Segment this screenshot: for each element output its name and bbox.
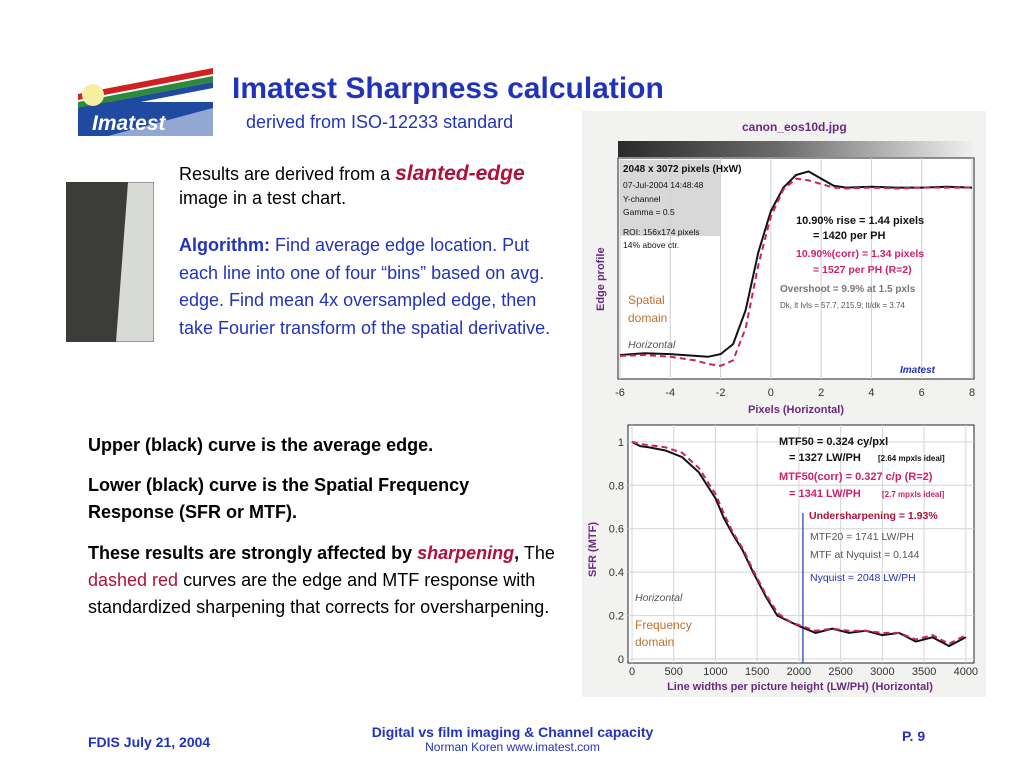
mtf-x-tick: 4000 <box>954 666 978 678</box>
mtf-y-tick: 0.2 <box>609 611 624 623</box>
domain-word: domain <box>628 311 667 325</box>
edge-xlabel: Pixels (Horizontal) <box>748 404 844 416</box>
mtf-x-tick: 3500 <box>912 666 936 678</box>
imatest-logo: Imatest <box>78 68 213 136</box>
mtf-y-tick: 1 <box>618 437 624 449</box>
footer-center: Digital vs film imaging & Channel capaci… <box>320 724 705 754</box>
slide-subtitle: derived from ISO-12233 standard <box>246 112 514 132</box>
mtf-xlabel: Line widths per picture height (LW/PH) (… <box>667 681 933 693</box>
spatial-word: Spatial <box>628 293 665 307</box>
mtf-x-tick: 0 <box>629 666 635 678</box>
intro-pre: Results are derived from a <box>179 164 396 184</box>
mtf-y-ticks: 0 0.2 0.4 0.6 0.8 1 <box>609 437 624 666</box>
gray-gradient-strip <box>618 141 974 157</box>
mtf-x-tick: 500 <box>665 666 683 678</box>
intro-post: image in a test chart. <box>179 188 347 208</box>
slide-title: Imatest Sharpness calculation <box>232 72 664 105</box>
mtf-plot-frame <box>627 424 975 664</box>
mtf-nyquist-text: MTF at Nyquist = 0.144 <box>810 549 920 561</box>
nyquist-text: Nyquist = 2048 LW/PH <box>810 572 916 584</box>
footer-author: Norman Koren www.imatest.com <box>425 740 600 754</box>
edge-x-tick: 8 <box>969 387 975 399</box>
edge-ylabel: Edge profile <box>595 247 607 311</box>
edge-x-tick: 2 <box>818 387 824 399</box>
undersharpening-text: Undersharpening = 1.93% <box>809 510 938 522</box>
rise-line1: 10.90% rise = 1.44 pixels <box>796 215 924 227</box>
slanted-edge-image <box>66 182 154 342</box>
para3-comma: , <box>514 543 520 563</box>
mtf-plot-grid <box>628 425 974 663</box>
paragraph-upper-curve: Upper (black) curve is the average edge. <box>88 435 434 455</box>
para3-rest: curves are the edge and MTF response wit… <box>88 570 550 617</box>
mtf-y-tick: 0.4 <box>609 567 624 579</box>
para3-dashed-red: dashed red <box>88 570 179 590</box>
edge-x-tick: 4 <box>868 387 874 399</box>
imatest-brand-label: Imatest <box>900 365 936 376</box>
rise-line2: = 1420 per PH <box>813 230 886 242</box>
mtf-curve-red-dashed <box>631 440 967 645</box>
levels-text: Dk, lt lvls = 57.7, 215.9; lt/dk = 3.74 <box>780 301 906 310</box>
info-position: 14% above ctr. <box>623 240 679 250</box>
edge-x-tick: 6 <box>919 387 925 399</box>
mtf-y-tick: 0.8 <box>609 480 624 492</box>
footer-date: FDIS July 21, 2004 <box>88 734 211 750</box>
top-horizontal-label: Horizontal <box>628 339 676 351</box>
paragraph-sharpening: These results are strongly affected by s… <box>88 540 558 621</box>
info-date: 07-Jul-2004 14:48:48 <box>623 180 704 190</box>
mtf50-line1: MTF50 = 0.324 cy/pxl <box>779 436 888 448</box>
edge-x-tick: -2 <box>716 387 726 399</box>
chart-file-title: canon_eos10d.jpg <box>742 120 847 134</box>
edge-x-tick: -4 <box>665 387 675 399</box>
para3-the: The <box>519 543 555 563</box>
edge-x-tick: -6 <box>615 387 625 399</box>
page-number: P. 9 <box>902 728 926 744</box>
intro-text: Results are derived from a slanted-edge … <box>179 162 569 210</box>
overshoot-text: Overshoot = 9.9% at 1.5 pxls <box>780 284 916 295</box>
chart-panel: canon_eos10d.jpg -6 -4 -2 0 2 4 6 8 2048 x 3072… <box>582 111 986 697</box>
footer-title: Digital vs film imaging & Channel capaci… <box>371 724 654 740</box>
edge-x-ticks: -6 -4 -2 0 2 4 6 8 <box>615 387 975 399</box>
logo-wordmark: Imatest <box>92 112 167 135</box>
mtf-ylabel: SFR (MTF) <box>587 522 599 577</box>
info-size: 2048 x 3072 pixels (HxW) <box>623 164 741 175</box>
spatial-domain-label: Spatial domain <box>628 293 668 325</box>
mtf50-ideal: [2.64 mpxls ideal] <box>878 454 945 463</box>
edge-curve-red-dashed <box>619 177 972 367</box>
mtf-x-tick: 2500 <box>828 666 852 678</box>
algorithm-body: Find average edge location. Put each lin… <box>179 235 551 338</box>
edge-plot-grid <box>619 158 973 379</box>
mtf50corr-ideal: [2.7 mpxls ideal] <box>882 490 945 499</box>
edge-x-tick: 0 <box>768 387 774 399</box>
frequency-domain-label: Frequency domain <box>635 618 695 649</box>
info-roi: ROI: 156x174 pixels <box>623 227 700 237</box>
mtf50corr-line2: = 1341 LW/PH <box>789 488 861 500</box>
algorithm-text: Algorithm: Find average edge location. P… <box>179 232 569 342</box>
frequency-word: Frequency <box>635 618 692 632</box>
algorithm-label: Algorithm: <box>179 235 270 255</box>
mtf-x-tick: 1500 <box>745 666 769 678</box>
mtf-x-tick: 3000 <box>870 666 894 678</box>
mtf-x-tick: 1000 <box>703 666 727 678</box>
bottom-horizontal-label: Horizontal <box>635 592 683 604</box>
intro-slanted-edge: slanted-edge <box>395 162 525 185</box>
mtf-y-tick: 0.6 <box>609 524 624 536</box>
paragraph-lower-curve: Lower (black) curve is the Spatial Frequ… <box>88 475 470 522</box>
corr-line2: = 1527 per PH (R=2) <box>813 264 912 276</box>
mtf-x-tick: 2000 <box>787 666 811 678</box>
mtf50corr-line1: MTF50(corr) = 0.327 c/p (R=2) <box>779 471 933 483</box>
para3-bold: These results are strongly affected by <box>88 543 418 563</box>
corr-line1: 10.90%(corr) = 1.34 pixels <box>796 248 924 260</box>
para3-sharpening: sharpening <box>417 543 515 563</box>
mtf-x-ticks: 0 500 1000 1500 2000 2500 3000 3500 4000 <box>629 666 978 678</box>
domain-word-2: domain <box>635 635 674 649</box>
mtf20-text: MTF20 = 1741 LW/PH <box>810 531 914 543</box>
mtf50-line2: = 1327 LW/PH <box>789 452 861 464</box>
info-gamma: Gamma = 0.5 <box>623 207 675 217</box>
info-channel: Y-channel <box>623 194 661 204</box>
mtf-y-tick: 0 <box>618 654 624 666</box>
